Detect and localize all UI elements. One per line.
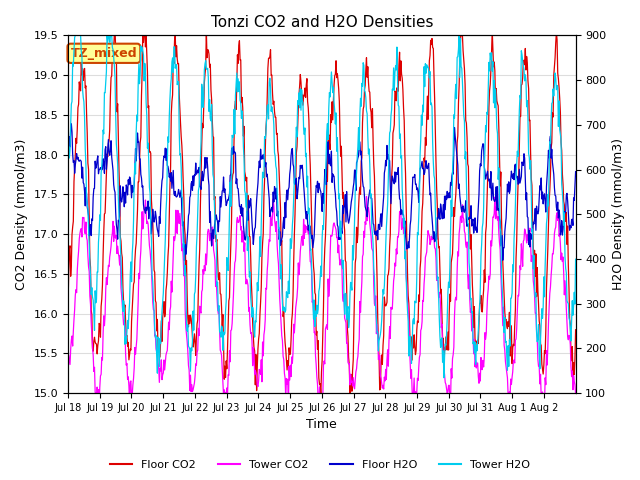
Tower H2O (572, 256, 579, 262)
Tower CO2 (261, 317, 269, 323)
Text: TZ_mixed: TZ_mixed (70, 47, 137, 60)
Floor CO2 (242, 178, 250, 184)
Line: Tower CO2: Tower CO2 (68, 196, 575, 415)
Floor H2O (67, 121, 75, 127)
Tower CO2 (375, 355, 383, 360)
Floor H2O (375, 222, 383, 228)
Line: Floor CO2: Floor CO2 (68, 25, 575, 396)
Tower H2O (72, 33, 79, 38)
Tower CO2 (242, 281, 250, 287)
Tower H2O (403, 294, 411, 300)
Tower CO2 (572, 391, 579, 396)
Floor H2O (124, 177, 132, 183)
Tower H2O (262, 131, 269, 137)
Floor CO2 (64, 303, 72, 309)
Floor CO2 (217, 291, 225, 297)
Floor CO2 (457, 22, 465, 28)
Floor H2O (218, 188, 226, 194)
Tower H2O (374, 348, 382, 354)
Tower H2O (243, 190, 250, 196)
Floor CO2 (403, 236, 411, 242)
Title: Tonzi CO2 and H2O Densities: Tonzi CO2 and H2O Densities (211, 15, 433, 30)
Tower CO2 (317, 412, 325, 418)
Line: Tower H2O: Tower H2O (68, 36, 575, 378)
Floor CO2 (572, 327, 579, 333)
Floor CO2 (317, 393, 324, 398)
Tower H2O (218, 323, 225, 329)
Tower H2O (440, 375, 448, 381)
Line: Floor H2O: Floor H2O (68, 124, 575, 261)
Floor H2O (262, 174, 270, 180)
Floor CO2 (124, 343, 131, 349)
X-axis label: Time: Time (307, 419, 337, 432)
Y-axis label: CO2 Density (mmol/m3): CO2 Density (mmol/m3) (15, 139, 28, 290)
Floor H2O (404, 245, 412, 251)
Legend: Floor CO2, Tower CO2, Floor H2O, Tower H2O: Floor CO2, Tower CO2, Floor H2O, Tower H… (105, 456, 535, 474)
Floor H2O (180, 258, 188, 264)
Floor CO2 (374, 339, 382, 345)
Floor H2O (64, 135, 72, 141)
Tower CO2 (64, 376, 72, 382)
Tower CO2 (363, 193, 371, 199)
Floor H2O (244, 208, 252, 214)
Tower H2O (124, 325, 132, 331)
Floor CO2 (261, 148, 269, 154)
Floor H2O (572, 168, 579, 174)
Tower CO2 (124, 376, 131, 382)
Tower CO2 (404, 299, 412, 304)
Tower CO2 (217, 349, 225, 355)
Y-axis label: H2O Density (mmol/m3): H2O Density (mmol/m3) (612, 138, 625, 290)
Tower H2O (64, 172, 72, 178)
